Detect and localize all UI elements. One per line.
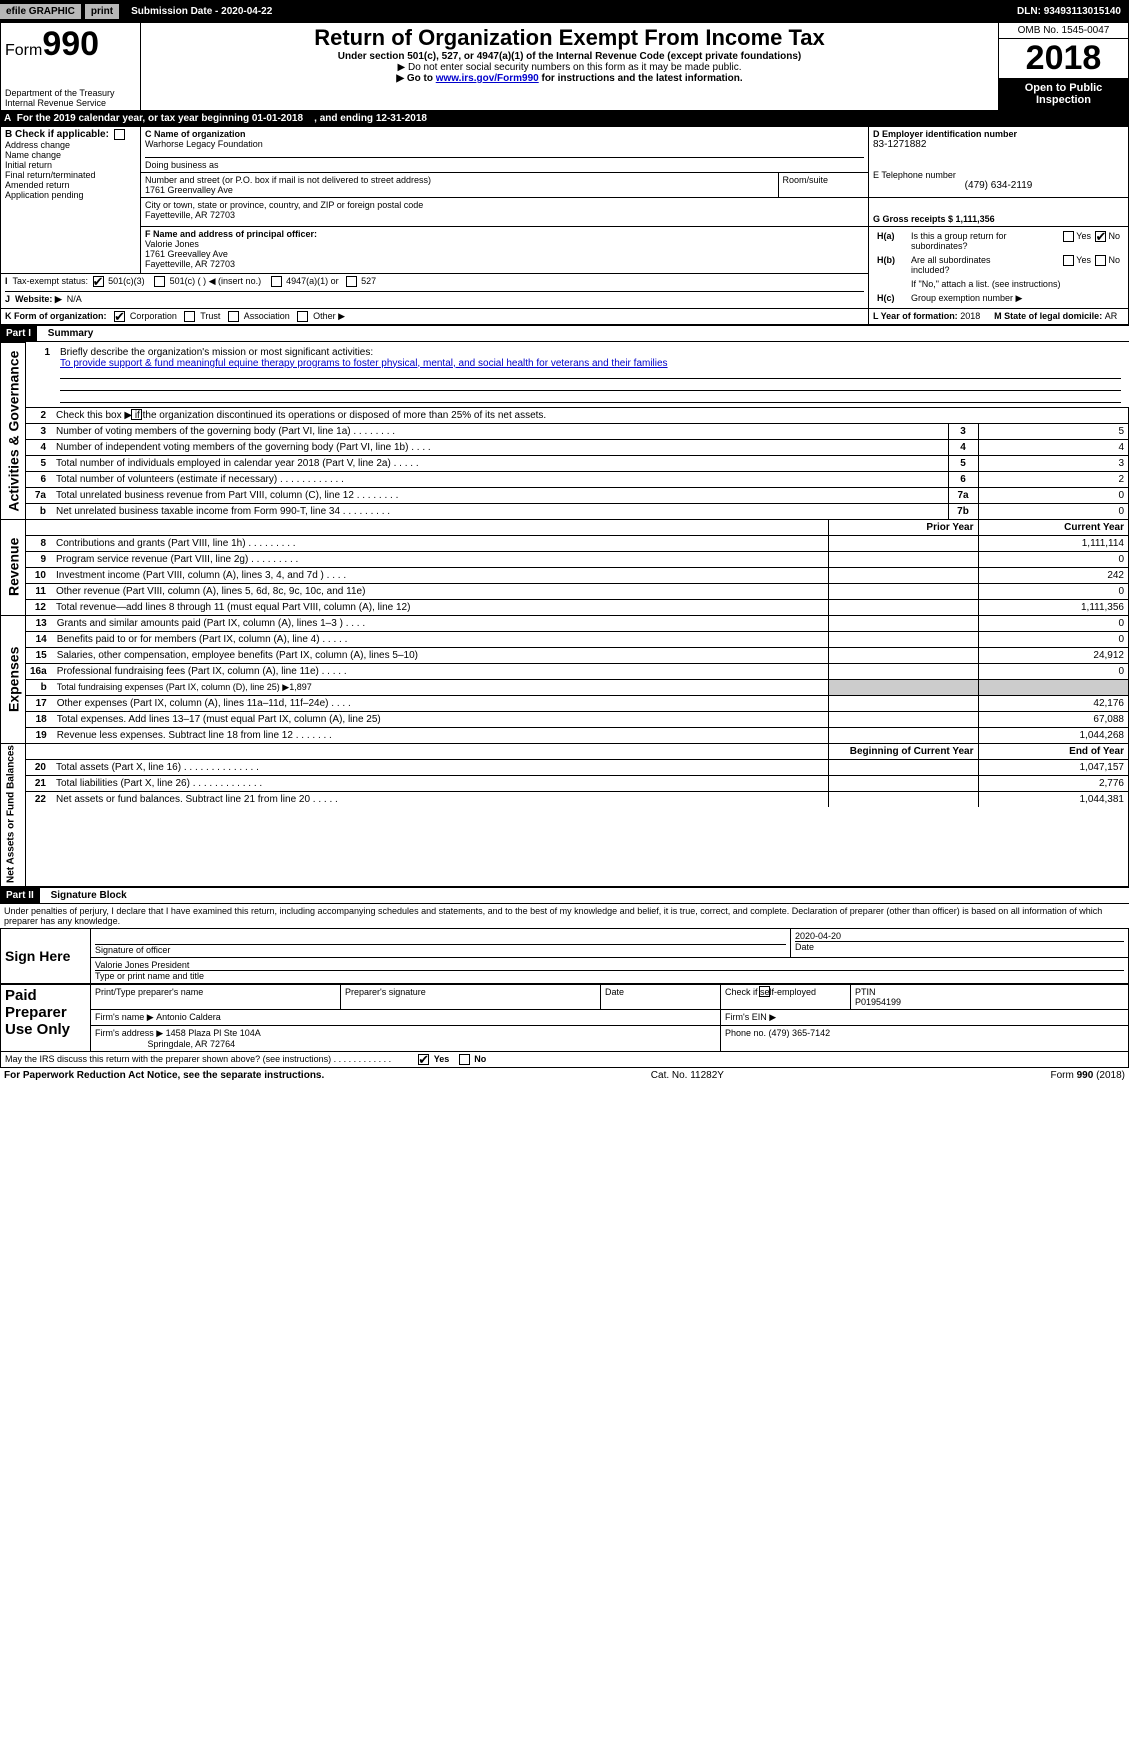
box-f: F Name and address of principal officer:… bbox=[141, 227, 869, 274]
checkbox-icon[interactable] bbox=[228, 311, 239, 322]
top-bar: efile GRAPHIC print Submission Date - 20… bbox=[0, 0, 1129, 22]
dln: DLN: 93493113015140 bbox=[1017, 6, 1129, 17]
exp-lines: 13Grants and similar amounts paid (Part … bbox=[26, 615, 1129, 743]
box-i-j: I Tax-exempt status: 501(c)(3) 501(c) ( … bbox=[1, 273, 869, 308]
net-lines: Beginning of Current YearEnd of Year 20T… bbox=[26, 743, 1129, 886]
checkbox-icon[interactable] bbox=[346, 276, 357, 287]
perjury-text: Under penalties of perjury, I declare th… bbox=[0, 904, 1129, 928]
entity-info-table: B Check if applicable: Address change Na… bbox=[0, 126, 1129, 325]
print-button[interactable]: print bbox=[85, 4, 119, 19]
box-l-m: L Year of formation: 2018 M State of leg… bbox=[869, 309, 1129, 325]
tax-year: 2018 bbox=[999, 39, 1128, 78]
checkbox-icon[interactable] bbox=[1063, 255, 1074, 266]
box-g: G Gross receipts $ 1,111,356 bbox=[869, 198, 1129, 227]
checkbox-icon[interactable] bbox=[1095, 255, 1106, 266]
checkbox-icon[interactable] bbox=[114, 129, 125, 140]
box-h: H(a)Is this a group return for subordina… bbox=[869, 227, 1129, 309]
irs-link[interactable]: www.irs.gov/Form990 bbox=[436, 73, 539, 84]
footer: For Paperwork Reduction Act Notice, see … bbox=[0, 1068, 1129, 1083]
form-subtitle: Under section 501(c), 527, or 4947(a)(1)… bbox=[145, 51, 994, 62]
form-note2: ▶ Go to www.irs.gov/Form990 for instruct… bbox=[145, 73, 994, 84]
checkbox-icon[interactable] bbox=[759, 986, 770, 997]
checkbox-icon[interactable] bbox=[154, 276, 165, 287]
checkbox-icon[interactable] bbox=[418, 1054, 429, 1065]
section-expenses: Expenses bbox=[1, 615, 26, 743]
discuss-row: May the IRS discuss this return with the… bbox=[0, 1052, 1129, 1068]
checkbox-icon[interactable] bbox=[1095, 231, 1106, 242]
part1-header: Part I Summary bbox=[0, 325, 1129, 342]
part1-table: Activities & Governance 1 Briefly descri… bbox=[0, 342, 1129, 887]
checkbox-icon[interactable] bbox=[297, 311, 308, 322]
checkbox-icon[interactable] bbox=[93, 276, 104, 287]
row-a: A For the 2019 calendar year, or tax yea… bbox=[0, 111, 1129, 126]
omb-number: OMB No. 1545-0047 bbox=[999, 23, 1128, 39]
form-note1: ▶ Do not enter social security numbers o… bbox=[145, 62, 994, 73]
checkbox-icon[interactable] bbox=[459, 1054, 470, 1065]
line1: 1 Briefly describe the organization's mi… bbox=[26, 343, 1129, 408]
dept-label: Department of the Treasury bbox=[5, 88, 136, 98]
paid-preparer-label: Paid Preparer Use Only bbox=[1, 984, 91, 1051]
box-d-e: D Employer identification number 83-1271… bbox=[869, 127, 1129, 198]
part2-header: Part II Signature Block bbox=[0, 887, 1129, 904]
box-c-city: City or town, state or province, country… bbox=[141, 198, 869, 227]
checkbox-icon[interactable] bbox=[271, 276, 282, 287]
mission-link[interactable]: To provide support & fund meaningful equ… bbox=[60, 358, 668, 369]
open-to-public: Open to Public Inspection bbox=[999, 78, 1128, 110]
section-revenue: Revenue bbox=[1, 519, 26, 615]
checkbox-icon[interactable] bbox=[131, 409, 142, 420]
form-title: Return of Organization Exempt From Incom… bbox=[145, 25, 994, 51]
sign-here-label: Sign Here bbox=[1, 928, 91, 983]
title-cell: Return of Organization Exempt From Incom… bbox=[141, 23, 999, 111]
checkbox-icon[interactable] bbox=[114, 311, 125, 322]
section-netassets: Net Assets or Fund Balances bbox=[1, 743, 26, 886]
rev-lines: Prior YearCurrent Year 8Contributions an… bbox=[26, 519, 1129, 615]
submission-date: Submission Date - 2020-04-22 bbox=[131, 6, 272, 17]
signature-table: Sign Here Signature of officer 2020-04-2… bbox=[0, 928, 1129, 984]
checkbox-icon[interactable] bbox=[1063, 231, 1074, 242]
gov-lines: 2Check this box ▶ if the organization di… bbox=[26, 407, 1129, 519]
box-k: K Form of organization: Corporation Trus… bbox=[1, 309, 869, 325]
box-b: B Check if applicable: Address change Na… bbox=[1, 127, 141, 274]
form-cell: Form990 Department of the Treasury Inter… bbox=[1, 23, 141, 111]
efile-label: efile GRAPHIC bbox=[0, 4, 81, 19]
box-c-name: C Name of organization Warhorse Legacy F… bbox=[141, 127, 869, 173]
irs-label: Internal Revenue Service bbox=[5, 98, 136, 108]
year-cell: OMB No. 1545-0047 2018 Open to Public In… bbox=[999, 23, 1129, 111]
section-governance: Activities & Governance bbox=[1, 343, 26, 520]
checkbox-icon[interactable] bbox=[184, 311, 195, 322]
box-c-address: Number and street (or P.O. box if mail i… bbox=[141, 173, 869, 198]
preparer-table: Paid Preparer Use Only Print/Type prepar… bbox=[0, 984, 1129, 1052]
header-table: Form990 Department of the Treasury Inter… bbox=[0, 22, 1129, 111]
